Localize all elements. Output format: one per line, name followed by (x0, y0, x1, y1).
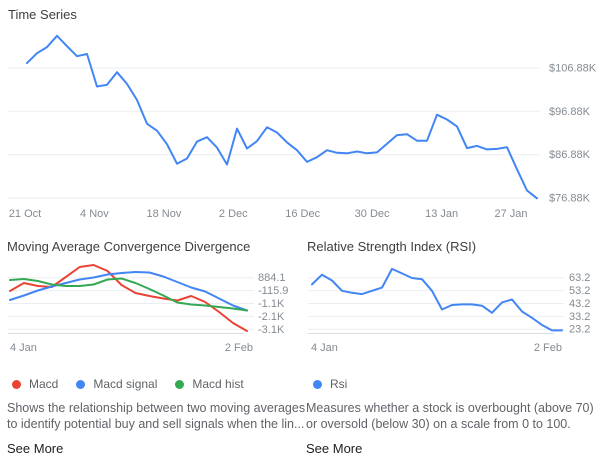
time_series-x-tick-label: 2 Dec (219, 208, 248, 220)
legend-dot-icon (313, 379, 322, 389)
legend-label: Rsi (330, 377, 348, 391)
time-series-plot[interactable]: $106.88K $96.88K $86.88K $76.88K 21 Oct 4 Nov… (8, 34, 597, 220)
macd-series-macd-hist (9, 277, 248, 312)
legend-dot-icon (12, 379, 21, 389)
macd-y-tick-label: -2.1K (258, 311, 285, 323)
macd-series-macd (9, 264, 248, 332)
rsi-y-tick-label: 33.2 (569, 311, 590, 323)
rsi-y-tick-label: 23.2 (569, 324, 590, 336)
macd-y-tick-label: -3.1K (258, 324, 285, 336)
macd-x-tick-label: 4 Jan (10, 342, 37, 354)
rsi-y-tick-label: 43.2 (569, 298, 590, 310)
legend-label: Macd hist (192, 377, 244, 391)
legend-dot-icon (175, 379, 185, 389)
rsi-description: Measures whether a stock is overbought (… (306, 401, 594, 431)
legend-item-macd-hist[interactable]: Macd hist (175, 377, 244, 391)
time_series-x-tick-label: 21 Oct (9, 208, 41, 220)
time_series-x-tick-label: 16 Dec (285, 208, 320, 220)
time_series-y-tick-label: $96.88K (549, 106, 591, 118)
rsi-legend: Rsi (313, 377, 347, 391)
time_series-y-tick-label: $86.88K (549, 149, 591, 161)
time_series-x-tick-label: 30 Dec (355, 208, 390, 220)
macd-x-tick-label: 2 Feb (225, 342, 253, 354)
legend-dot-icon (76, 379, 86, 389)
time_series-y-tick-label: $76.88K (549, 193, 591, 205)
rsi-see-more-link[interactable]: See More (306, 441, 363, 456)
macd-y-tick-label: -1.1K (258, 298, 285, 310)
time_series-x-tick-label: 4 Nov (80, 208, 109, 220)
macd-y-tick-label: -115.9 (258, 285, 288, 297)
rsi-series-rsi (311, 267, 563, 332)
time_series-x-tick-label: 27 Jan (494, 208, 527, 220)
rsi-y-tick-label: 63.2 (569, 272, 590, 284)
macd-description: Shows the relationship between two movin… (7, 401, 306, 431)
legend-item-rsi[interactable]: Rsi (313, 377, 347, 391)
macd-y-tick-label: 884.1 (258, 272, 286, 284)
legend-label: Macd signal (93, 377, 158, 391)
rsi-x-tick-label: 2 Feb (534, 342, 562, 354)
legend-item-macd[interactable]: Macd (12, 377, 58, 391)
time_series-y-tick-label: $106.88K (549, 63, 597, 75)
rsi-plot[interactable]: 63.253.243.233.223.2 4 Jan 2 Feb (308, 267, 590, 354)
macd-series-macd-signal (9, 271, 248, 312)
macd-plot[interactable]: 884.1-115.9-1.1K-2.1K-3.1K 4 Jan 2 Feb (8, 264, 288, 354)
time_series-x-tick-label: 18 Nov (146, 208, 181, 220)
time-series-title: Time Series (8, 7, 77, 22)
macd-legend: Macd Macd signal Macd hist (12, 377, 244, 391)
rsi-y-tick-label: 53.2 (569, 285, 590, 297)
rsi-title: Relative Strength Index (RSI) (307, 239, 477, 254)
legend-label: Macd (29, 377, 59, 391)
time_series-x-tick-label: 13 Jan (425, 208, 458, 220)
rsi-x-tick-label: 4 Jan (311, 342, 338, 354)
macd-title: Moving Average Convergence Divergence (7, 239, 251, 254)
macd-see-more-link[interactable]: See More (7, 441, 64, 456)
time_series-series-price (26, 34, 538, 200)
legend-item-macd-signal[interactable]: Macd signal (76, 377, 157, 391)
